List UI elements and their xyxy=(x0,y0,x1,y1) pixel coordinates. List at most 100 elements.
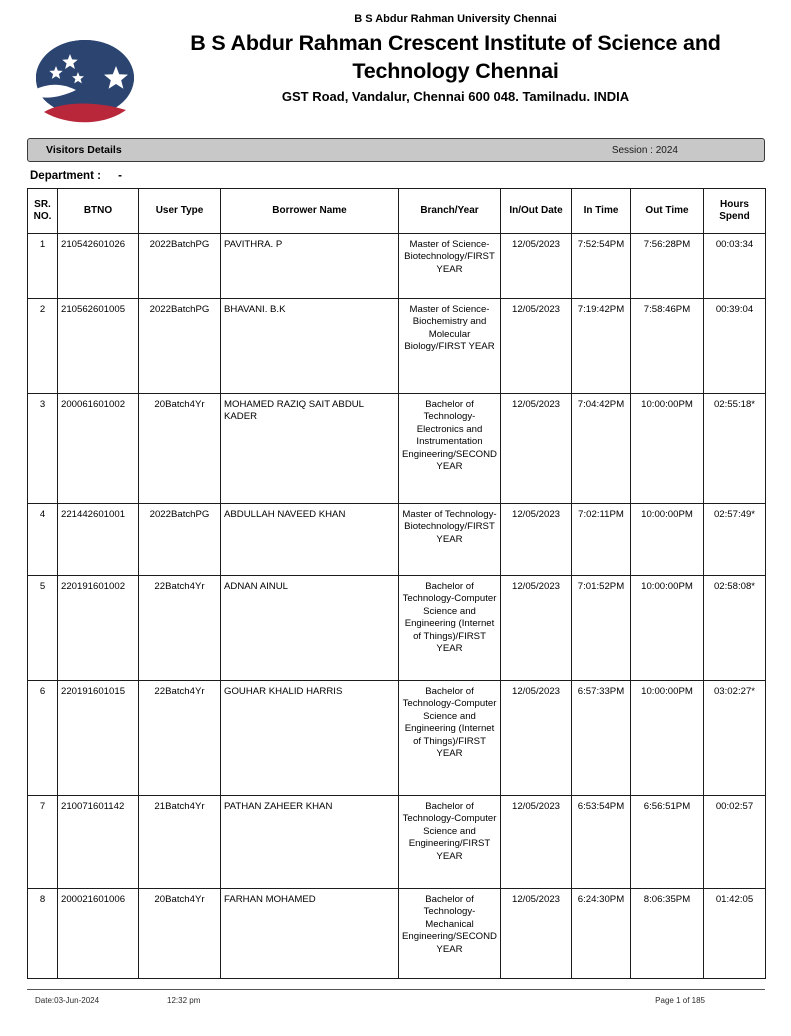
cell-out-time: 10:00:00PM xyxy=(630,575,704,681)
cell-hours-spend: 00:39:04 xyxy=(703,298,766,394)
cell-in-out-date: 12/05/2023 xyxy=(500,888,572,979)
cell-hours-spend: 02:55:18* xyxy=(703,393,766,504)
cell-hours-spend: 02:58:08* xyxy=(703,575,766,681)
cell-borrower-name: GOUHAR KHALID HARRIS xyxy=(220,680,399,796)
crescent-star-emblem-icon xyxy=(34,40,134,123)
table-row: 5 220191601002 22Batch4Yr ADNAN AINUL Bachel… xyxy=(27,575,766,681)
column-header-hours-spend-line2: Spend xyxy=(719,211,750,222)
page-title: B S Abdur Rahman Crescent Institute of S… xyxy=(190,31,721,83)
department-value: - xyxy=(118,170,122,182)
column-header-hours-spend: Hours Spend xyxy=(703,188,766,234)
cell-user-type: 2022BatchPG xyxy=(138,503,221,576)
cell-branch-year: Bachelor of Technology-Mechanical Engine… xyxy=(398,888,501,979)
cell-out-time: 7:58:46PM xyxy=(630,298,704,394)
footer-time: 12:32 pm xyxy=(167,996,201,1005)
cell-hours-spend: 03:02:27* xyxy=(703,680,766,796)
table-header-row: SR. NO. BTNO User Type Borrower Name Bra… xyxy=(27,188,766,234)
column-header-sr-no: SR. NO. xyxy=(27,188,58,234)
cell-sr-no: 1 xyxy=(27,233,58,299)
cell-branch-year: Bachelor of Technology-Computer Science … xyxy=(398,795,501,889)
cell-sr-no: 5 xyxy=(27,575,58,681)
cell-in-time: 7:19:42PM xyxy=(571,298,631,394)
column-header-in-time: In Time xyxy=(571,188,631,234)
cell-sr-no: 8 xyxy=(27,888,58,979)
cell-in-out-date: 12/05/2023 xyxy=(500,575,572,681)
cell-sr-no: 3 xyxy=(27,393,58,504)
cell-borrower-name: ABDULLAH NAVEED KHAN xyxy=(220,503,399,576)
column-header-in-out-date: In/Out Date xyxy=(500,188,572,234)
cell-user-type: 22Batch4Yr xyxy=(138,680,221,796)
cell-branch-year: Bachelor of Technology-Computer Science … xyxy=(398,575,501,681)
table-row: 1 210542601026 2022BatchPG PAVITHRA. P Maste… xyxy=(27,233,766,299)
cell-in-time: 7:01:52PM xyxy=(571,575,631,681)
cell-branch-year: Master of Science-Biochemistry and Molec… xyxy=(398,298,501,394)
cell-borrower-name: FARHAN MOHAMED xyxy=(220,888,399,979)
cell-btno: 200061601002 xyxy=(57,393,139,504)
cell-branch-year: Master of Technology-Biotechnology/FIRST… xyxy=(398,503,501,576)
table-header: SR. NO. BTNO User Type Borrower Name Bra… xyxy=(27,188,766,234)
cell-out-time: 10:00:00PM xyxy=(630,680,704,796)
cell-borrower-name: PATHAN ZAHEER KHAN xyxy=(220,795,399,889)
session-label: Session : 2024 xyxy=(611,144,678,156)
cell-user-type: 2022BatchPG xyxy=(138,233,221,299)
table-row: 4 221442601001 2022BatchPG ABDULLAH NAVEED … xyxy=(27,503,766,576)
cell-in-time: 6:57:33PM xyxy=(571,680,631,796)
cell-borrower-name: MOHAMED RAZIQ SAIT ABDUL KADER xyxy=(220,393,399,504)
report-banner: Visitors Details Session : 2024 xyxy=(27,138,765,162)
cell-sr-no: 2 xyxy=(27,298,58,394)
university-address: GST Road, Vandalur, Chennai 600 048. Tam… xyxy=(281,89,630,104)
cell-in-out-date: 12/05/2023 xyxy=(500,233,572,299)
cell-user-type: 21Batch4Yr xyxy=(138,795,221,889)
cell-user-type: 20Batch4Yr xyxy=(138,393,221,504)
cell-out-time: 6:56:51PM xyxy=(630,795,704,889)
column-header-borrower-name: Borrower Name xyxy=(220,188,399,234)
table-row: 6 220191601015 22Batch4Yr GOUHAR KHALID HAR… xyxy=(27,680,766,796)
cell-branch-year: Bachelor of Technology-Computer Science … xyxy=(398,680,501,796)
table-row: 7 210071601142 21Batch4Yr PATHAN ZAHEER KHA… xyxy=(27,795,766,889)
cell-user-type: 2022BatchPG xyxy=(138,298,221,394)
table-row: 2 210562601005 2022BatchPG BHAVANI. B.K Mast… xyxy=(27,298,766,394)
column-header-sr-no-line2: NO. xyxy=(33,211,52,222)
cell-hours-spend: 01:42:05 xyxy=(703,888,766,979)
cell-sr-no: 7 xyxy=(27,795,58,889)
cell-out-time: 10:00:00PM xyxy=(630,503,704,576)
cell-in-out-date: 12/05/2023 xyxy=(500,680,572,796)
table-body: 1 210542601026 2022BatchPG PAVITHRA. P Maste… xyxy=(27,233,766,979)
cell-user-type: 22Batch4Yr xyxy=(138,575,221,681)
cell-in-out-date: 12/05/2023 xyxy=(500,795,572,889)
cell-btno: 220191601015 xyxy=(57,680,139,796)
cell-borrower-name: ADNAN AINUL xyxy=(220,575,399,681)
header-text-block: B S Abdur Rahman University Chennai B S … xyxy=(0,12,791,105)
cell-in-out-date: 12/05/2023 xyxy=(500,503,572,576)
cell-borrower-name: PAVITHRA. P xyxy=(220,233,399,299)
report-title: Visitors Details xyxy=(46,144,122,156)
footer-date: Date:03-Jun-2024 xyxy=(35,996,100,1005)
cell-out-time: 7:56:28PM xyxy=(630,233,704,299)
cell-sr-no: 4 xyxy=(27,503,58,576)
cell-btno: 200021601006 xyxy=(57,888,139,979)
cell-hours-spend: 02:57:49* xyxy=(703,503,766,576)
university-line: B S Abdur Rahman University Chennai xyxy=(354,13,557,25)
cell-in-time: 6:53:54PM xyxy=(571,795,631,889)
cell-in-time: 7:52:54PM xyxy=(571,233,631,299)
cell-branch-year: Bachelor of Technology-Electronics and I… xyxy=(398,393,501,504)
table-row: 8 200021601006 20Batch4Yr FARHAN MOHAMED Bac… xyxy=(27,888,766,979)
cell-borrower-name: BHAVANI. B.K xyxy=(220,298,399,394)
column-header-user-type: User Type xyxy=(138,188,221,234)
cell-btno: 210071601142 xyxy=(57,795,139,889)
department-row: Department : - xyxy=(30,170,122,182)
column-header-branch-year: Branch/Year xyxy=(398,188,501,234)
cell-hours-spend: 00:02:57 xyxy=(703,795,766,889)
visitors-table: SR. NO. BTNO User Type Borrower Name Bra… xyxy=(27,188,766,979)
visitors-table-wrapper: SR. NO. BTNO User Type Borrower Name Bra… xyxy=(27,188,766,979)
cell-in-out-date: 12/05/2023 xyxy=(500,393,572,504)
university-logo xyxy=(30,34,140,129)
cell-branch-year: Master of Science-Biotechnology/FIRST YE… xyxy=(398,233,501,299)
footer-page-number: Page 1 of 185 xyxy=(655,996,705,1005)
cell-btno: 221442601001 xyxy=(57,503,139,576)
cell-sr-no: 6 xyxy=(27,680,58,796)
column-header-sr-no-line1: SR. xyxy=(34,198,51,210)
department-label: Department : xyxy=(30,170,101,182)
cell-out-time: 10:00:00PM xyxy=(630,393,704,504)
cell-user-type: 20Batch4Yr xyxy=(138,888,221,979)
